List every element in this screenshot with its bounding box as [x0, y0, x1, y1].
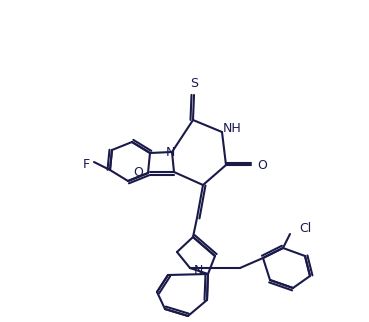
Text: O: O	[257, 158, 267, 172]
Text: Cl: Cl	[299, 222, 311, 234]
Text: S: S	[190, 77, 198, 90]
Text: N: N	[193, 263, 203, 277]
Text: F: F	[82, 157, 90, 171]
Text: NH: NH	[223, 121, 241, 135]
Text: O: O	[133, 166, 143, 178]
Text: N: N	[165, 146, 175, 158]
